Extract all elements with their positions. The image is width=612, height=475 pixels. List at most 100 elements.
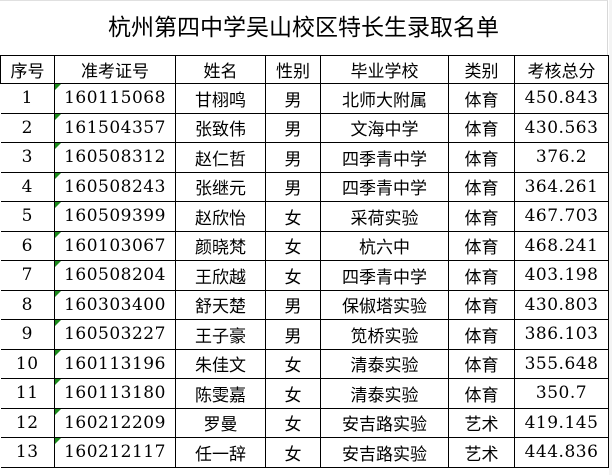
header-exam-id[interactable]: 准考证号: [54, 55, 176, 84]
cell-exam-id[interactable]: 160503227: [54, 319, 176, 350]
cell-name[interactable]: 颜晓梵: [175, 230, 266, 261]
cell-total-score[interactable]: 444.836: [514, 437, 609, 468]
cell-name[interactable]: 王子豪: [175, 319, 266, 350]
cell-total-score[interactable]: 350.7: [514, 378, 609, 409]
cell-gender[interactable]: 男: [265, 142, 321, 173]
cell-exam-id[interactable]: 161504357: [54, 112, 176, 143]
cell-name[interactable]: 张致伟: [175, 112, 266, 143]
cell-category[interactable]: 体育: [448, 289, 515, 320]
cell-category[interactable]: 体育: [448, 142, 515, 173]
header-name[interactable]: 姓名: [175, 55, 266, 84]
cell-gender[interactable]: 女: [265, 437, 321, 468]
cell-school[interactable]: 四季青中学: [320, 260, 449, 291]
cell-total-score[interactable]: 355.648: [514, 348, 609, 379]
cell-gender[interactable]: 女: [265, 260, 321, 291]
cell-seq[interactable]: 9: [0, 319, 55, 350]
table-row: 10 160113196 朱佳文女清泰实验 体育 355.648: [0, 348, 609, 379]
cell-exam-id[interactable]: 160115068: [54, 83, 176, 114]
cell-school[interactable]: 保俶塔实验: [320, 289, 449, 320]
cell-total-score[interactable]: 430.803: [514, 289, 609, 320]
cell-total-score[interactable]: 468.241: [514, 230, 609, 261]
cell-seq[interactable]: 10: [0, 348, 55, 379]
cell-seq[interactable]: 3: [0, 142, 55, 173]
cell-school[interactable]: 安吉路实验: [320, 407, 449, 438]
header-total-score[interactable]: 考核总分: [514, 55, 609, 84]
cell-category[interactable]: 体育: [448, 230, 515, 261]
cell-seq[interactable]: 12: [0, 407, 55, 438]
cell-seq[interactable]: 8: [0, 289, 55, 320]
cell-category[interactable]: 体育: [448, 171, 515, 202]
cell-exam-id[interactable]: 160103067: [54, 230, 176, 261]
cell-school[interactable]: 安吉路实验: [320, 437, 449, 468]
cell-gender[interactable]: 女: [265, 378, 321, 409]
cell-school[interactable]: 文海中学: [320, 112, 449, 143]
header-category[interactable]: 类别: [448, 55, 515, 84]
cell-gender[interactable]: 男: [265, 289, 321, 320]
cell-name[interactable]: 朱佳文: [175, 348, 266, 379]
cell-name[interactable]: 王欣越: [175, 260, 266, 291]
cell-school[interactable]: 清泰实验: [320, 348, 449, 379]
cell-seq[interactable]: 11: [0, 378, 55, 409]
cell-name[interactable]: 赵欣怡: [175, 201, 266, 232]
cell-gender[interactable]: 女: [265, 230, 321, 261]
cell-name[interactable]: 赵仁哲: [175, 142, 266, 173]
cell-seq[interactable]: 4: [0, 171, 55, 202]
cell-name[interactable]: 张继元: [175, 171, 266, 202]
cell-name[interactable]: 舒天楚: [175, 289, 266, 320]
cell-total-score[interactable]: 430.563: [514, 112, 609, 143]
cell-category[interactable]: 体育: [448, 201, 515, 232]
cell-category[interactable]: 艺术: [448, 437, 515, 468]
cell-seq[interactable]: 1: [0, 83, 55, 114]
cell-category[interactable]: 体育: [448, 260, 515, 291]
cell-school[interactable]: 杭六中: [320, 230, 449, 261]
header-school[interactable]: 毕业学校: [320, 55, 449, 84]
cell-category[interactable]: 体育: [448, 112, 515, 143]
cell-name[interactable]: 陈雯嘉: [175, 378, 266, 409]
cell-gender[interactable]: 男: [265, 83, 321, 114]
header-gender[interactable]: 性别: [265, 55, 321, 84]
cell-total-score[interactable]: 376.2: [514, 142, 609, 173]
cell-gender[interactable]: 男: [265, 112, 321, 143]
cell-school[interactable]: 清泰实验: [320, 378, 449, 409]
cell-total-score[interactable]: 386.103: [514, 319, 609, 350]
cell-total-score[interactable]: 364.261: [514, 171, 609, 202]
cell-seq[interactable]: 5: [0, 201, 55, 232]
cell-seq[interactable]: 13: [0, 437, 55, 468]
cell-exam-id[interactable]: 160113196: [54, 348, 176, 379]
cell-gender[interactable]: 女: [265, 201, 321, 232]
cell-name[interactable]: 罗曼: [175, 407, 266, 438]
cell-exam-id[interactable]: 160508312: [54, 142, 176, 173]
cell-total-score[interactable]: 467.703: [514, 201, 609, 232]
cell-school[interactable]: 北师大附属: [320, 83, 449, 114]
cell-school[interactable]: 采荷实验: [320, 201, 449, 232]
cell-exam-id[interactable]: 160508204: [54, 260, 176, 291]
cell-gender[interactable]: 男: [265, 319, 321, 350]
cell-exam-id[interactable]: 160303400: [54, 289, 176, 320]
cell-exam-id[interactable]: 160113180: [54, 378, 176, 409]
cell-category[interactable]: 艺术: [448, 407, 515, 438]
cell-seq[interactable]: 6: [0, 230, 55, 261]
cell-gender[interactable]: 男: [265, 171, 321, 202]
cell-school[interactable]: 四季青中学: [320, 171, 449, 202]
cell-total-score[interactable]: 419.145: [514, 407, 609, 438]
cell-seq[interactable]: 2: [0, 112, 55, 143]
cell-school[interactable]: 笕桥实验: [320, 319, 449, 350]
cell-category[interactable]: 体育: [448, 319, 515, 350]
cell-total-score[interactable]: 450.843: [514, 83, 609, 114]
cell-category[interactable]: 体育: [448, 83, 515, 114]
header-seq[interactable]: 序号: [0, 55, 55, 84]
cell-exam-id[interactable]: 160212117: [54, 437, 176, 468]
cell-seq[interactable]: 7: [0, 260, 55, 291]
cell-category[interactable]: 体育: [448, 378, 515, 409]
cell-total-score[interactable]: 403.198: [514, 260, 609, 291]
cell-category[interactable]: 体育: [448, 348, 515, 379]
cell-gender[interactable]: 女: [265, 348, 321, 379]
cell-school[interactable]: 四季青中学: [320, 142, 449, 173]
cell-exam-id[interactable]: 160509399: [54, 201, 176, 232]
cell-exam-id[interactable]: 160508243: [54, 171, 176, 202]
cell-gender[interactable]: 女: [265, 407, 321, 438]
cell-exam-id[interactable]: 160212209: [54, 407, 176, 438]
cell-name[interactable]: 甘栩鸣: [175, 83, 266, 114]
admission-table: 序号 准考证号 姓名 性别 毕业学校 类别 考核总分 1 160115068 甘栩鸣男北师大附属…: [0, 55, 609, 468]
cell-name[interactable]: 任一辞: [175, 437, 266, 468]
